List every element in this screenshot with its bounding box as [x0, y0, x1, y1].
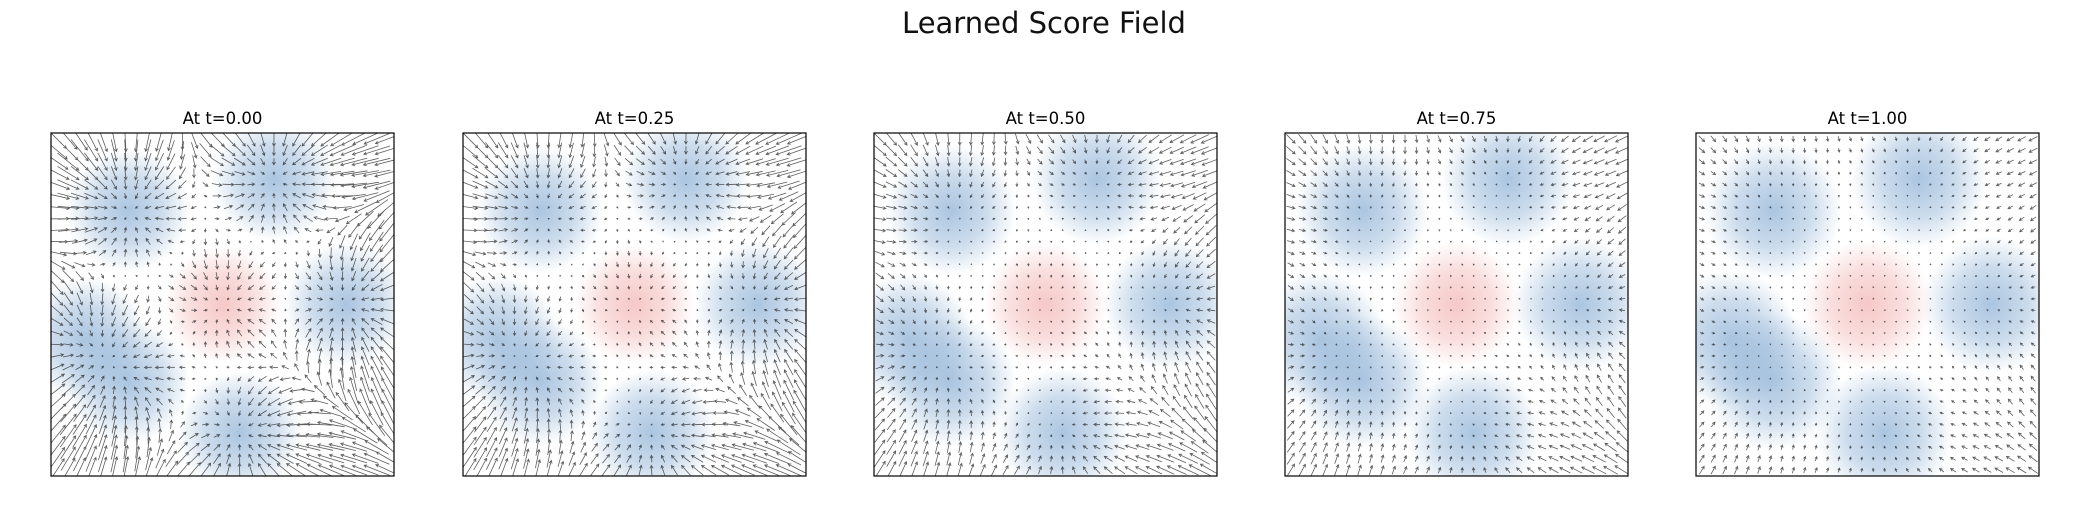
- panel-1: At t=0.25: [462, 109, 807, 477]
- center-blob: [1392, 240, 1521, 369]
- outer-blob-0: [1513, 237, 1628, 372]
- outer-blob-2: [1704, 141, 1842, 279]
- outer-blob-4: [886, 316, 1017, 447]
- outer-blob-0: [1103, 239, 1217, 370]
- outer-blob-0: [1922, 235, 2039, 374]
- outer-blob-0: [694, 241, 806, 368]
- quiver-arrows: [1286, 134, 1628, 476]
- panel-2: At t=0.50: [873, 109, 1218, 477]
- outer-blob-5: [1816, 364, 1954, 476]
- outer-blob-2: [886, 145, 1017, 276]
- outer-blob-5: [588, 369, 716, 476]
- panel-4: At t=1.00: [1695, 109, 2040, 477]
- center-blob: [1802, 239, 1933, 370]
- panel-title: At t=0.50: [1006, 109, 1086, 128]
- panel-3: At t=0.75: [1284, 109, 1629, 477]
- outer-blob-1: [622, 133, 750, 243]
- panel-frame: [462, 132, 807, 477]
- panel-title: At t=1.00: [1828, 109, 1908, 128]
- panel-title: At t=0.00: [183, 109, 263, 128]
- outer-blob-5: [1406, 366, 1541, 476]
- center-blob: [983, 242, 1108, 367]
- quiver-arrows: [874, 133, 1217, 476]
- outer-blob-2: [1295, 143, 1430, 278]
- outer-blob-1: [212, 133, 336, 242]
- figure-title: Learned Score Field: [902, 6, 1186, 40]
- panel-frame: [50, 132, 395, 477]
- quiver-arrows: [463, 133, 806, 476]
- quiver-arrows: [51, 133, 394, 476]
- panel-title: At t=0.25: [595, 109, 675, 128]
- panel-frame: [873, 132, 1218, 477]
- panel-frame: [1284, 132, 1629, 477]
- outer-blob-1: [1850, 133, 1988, 248]
- outer-blob-0: [284, 242, 394, 367]
- panel-frame: [1695, 132, 2040, 477]
- outer-blob-4: [1704, 313, 1842, 451]
- center-blob: [574, 244, 695, 365]
- panel-title: At t=0.75: [1417, 109, 1497, 128]
- outer-blob-5: [997, 367, 1128, 476]
- outer-blob-4: [1295, 314, 1430, 449]
- outer-blob-1: [1031, 133, 1163, 245]
- panel-0: At t=0.00: [50, 109, 395, 477]
- quiver-arrows: [1698, 135, 2039, 475]
